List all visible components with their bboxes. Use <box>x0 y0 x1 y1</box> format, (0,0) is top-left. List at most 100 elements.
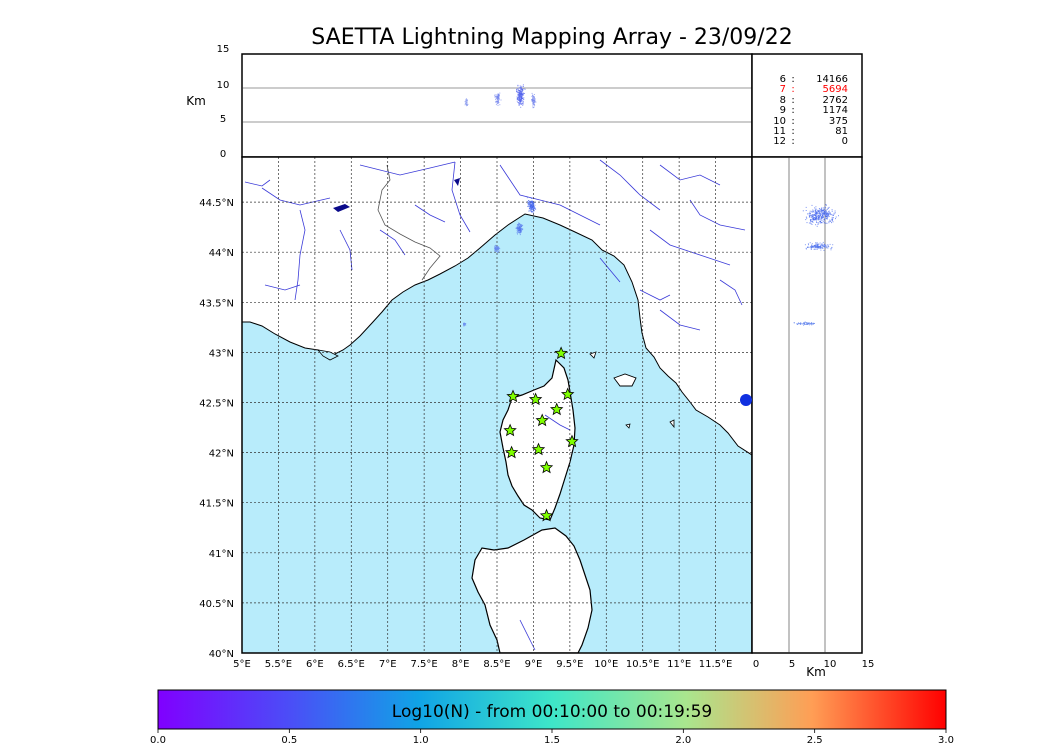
count-separator: : <box>791 74 795 85</box>
colorbar-tick-label: 1.5 <box>544 735 560 746</box>
sardinia <box>471 527 593 653</box>
lon-label: 10.5°E <box>626 659 660 670</box>
lon-label: 8.5°E <box>483 659 510 670</box>
side-tick-0: 0 <box>753 659 759 670</box>
count-value: 81 <box>835 126 848 138</box>
count-value: 2762 <box>822 94 848 106</box>
rivers <box>244 159 746 651</box>
count-separator: : <box>791 84 795 96</box>
altitude-source-cloud <box>464 84 537 109</box>
count-row: 11: 81 <box>758 126 858 138</box>
count-key: 6 <box>779 74 786 85</box>
station-count-table: 6: 14166 7: 5694 8: 2762 9: 1174 10: 375 11: 81 12: 0 <box>758 74 858 148</box>
blue-marker <box>740 394 752 406</box>
lon-label: 5°E <box>233 659 251 670</box>
side-tick-10: 10 <box>824 659 837 670</box>
longitude-labels: 5°E 5.5°E 6°E 6.5°E 7°E 7.5°E 8°E 8.5°E 9°E 9.5°E… <box>233 659 732 670</box>
station-marker <box>561 387 575 401</box>
count-key: 10 <box>773 115 786 127</box>
count-separator: : <box>791 94 795 106</box>
colorbar-tick-label: 3.0 <box>938 735 954 746</box>
alt-tick-0: 0 <box>220 149 226 160</box>
station-marker <box>503 423 517 437</box>
side-tick-5: 5 <box>789 659 795 670</box>
colorbar-tick-label: 1.0 <box>413 735 429 746</box>
station-marker <box>554 346 568 360</box>
colorbar-ticks: 0.0 0.5 1.0 1.5 2.0 2.5 3.0 <box>150 729 954 746</box>
side-tick-15: 15 <box>862 659 875 670</box>
lat-label: 40°N <box>209 649 234 660</box>
count-value: 14166 <box>816 74 848 85</box>
count-row: 7: 5694 <box>758 84 858 96</box>
map-gridlines <box>242 157 752 653</box>
colorbar-tick-label: 2.5 <box>807 735 823 746</box>
counts-box <box>751 53 863 158</box>
count-row: 10: 375 <box>758 115 858 127</box>
lat-label: 43.5°N <box>199 298 234 309</box>
station-marker <box>531 442 546 456</box>
lat-label: 41°N <box>209 549 234 560</box>
count-value: 5694 <box>822 84 848 96</box>
count-row: 8: 2762 <box>758 94 858 106</box>
lon-label: 10°E <box>594 659 618 670</box>
count-separator: : <box>791 126 795 138</box>
lon-label: 7°E <box>379 659 397 670</box>
count-row: 6: 14166 <box>758 74 858 85</box>
count-separator: : <box>791 136 795 148</box>
side-axis-label: Km <box>806 665 826 679</box>
map-panel: 44.5°N 44°N 43.5°N 43°N 42.5°N 42°N 41.5°N 41°N… <box>199 156 753 670</box>
count-key: 8 <box>779 94 786 106</box>
count-separator: : <box>791 115 795 127</box>
station-marker <box>539 508 554 522</box>
lma-stations <box>503 346 579 522</box>
lon-label: 9°E <box>525 659 543 670</box>
lat-label: 41.5°N <box>199 499 234 510</box>
station-marker <box>539 460 554 474</box>
lat-label: 40.5°N <box>199 599 234 610</box>
station-marker <box>535 413 549 427</box>
station-marker <box>506 389 520 403</box>
lat-label: 44.5°N <box>199 198 234 209</box>
colorbar: 0.0 0.5 1.0 1.5 2.0 2.5 3.0 <box>150 689 954 746</box>
count-key: 9 <box>779 105 786 117</box>
count-key: 7 <box>779 84 786 96</box>
alt-tick-10: 10 <box>217 80 230 91</box>
lon-label: 6°E <box>306 659 324 670</box>
colorbar-tick-label: 0.0 <box>150 735 166 746</box>
station-marker <box>504 445 519 459</box>
count-value: 0 <box>841 136 848 148</box>
count-row: 12: 0 <box>758 136 858 148</box>
lon-label: 9.5°E <box>556 659 583 670</box>
map-source-cloud <box>463 197 537 327</box>
plot-title: SAETTA Lightning Mapping Array - 23/09/2… <box>311 25 793 50</box>
alt-tick-15: 15 <box>217 44 230 55</box>
lon-label: 5.5°E <box>265 659 292 670</box>
latitude-labels: 44.5°N 44°N 43.5°N 43°N 42.5°N 42°N 41.5°N 41°N… <box>199 198 234 660</box>
lon-label: 7.5°E <box>411 659 438 670</box>
colorbar-tick-label: 0.5 <box>281 735 297 746</box>
lat-label: 42°N <box>209 449 234 460</box>
lat-label: 44°N <box>209 248 234 259</box>
station-marker <box>565 434 579 448</box>
lon-label: 6.5°E <box>338 659 365 670</box>
count-value: 1174 <box>822 105 848 117</box>
alt-tick-5: 5 <box>220 114 226 125</box>
count-key: 12 <box>773 136 786 148</box>
lon-label: 11.5°E <box>699 659 733 670</box>
side-altitude-panel: 0 5 10 15 Km <box>740 156 875 679</box>
colorbar-tick-label: 2.0 <box>675 735 691 746</box>
altitude-panel: 15 10 5 0 Km <box>186 44 753 160</box>
alt-axis-label: Km <box>186 94 206 108</box>
lon-label: 8°E <box>452 659 470 670</box>
count-value: 375 <box>828 115 848 127</box>
lat-label: 43°N <box>209 348 234 359</box>
count-row: 9: 1174 <box>758 105 858 117</box>
lat-label: 42.5°N <box>199 398 234 409</box>
station-marker <box>528 392 543 406</box>
station-marker <box>549 402 564 416</box>
mainland <box>242 157 752 456</box>
count-key: 11 <box>773 126 786 138</box>
side-source-cloud <box>793 204 839 326</box>
lon-label: 11°E <box>667 659 691 670</box>
